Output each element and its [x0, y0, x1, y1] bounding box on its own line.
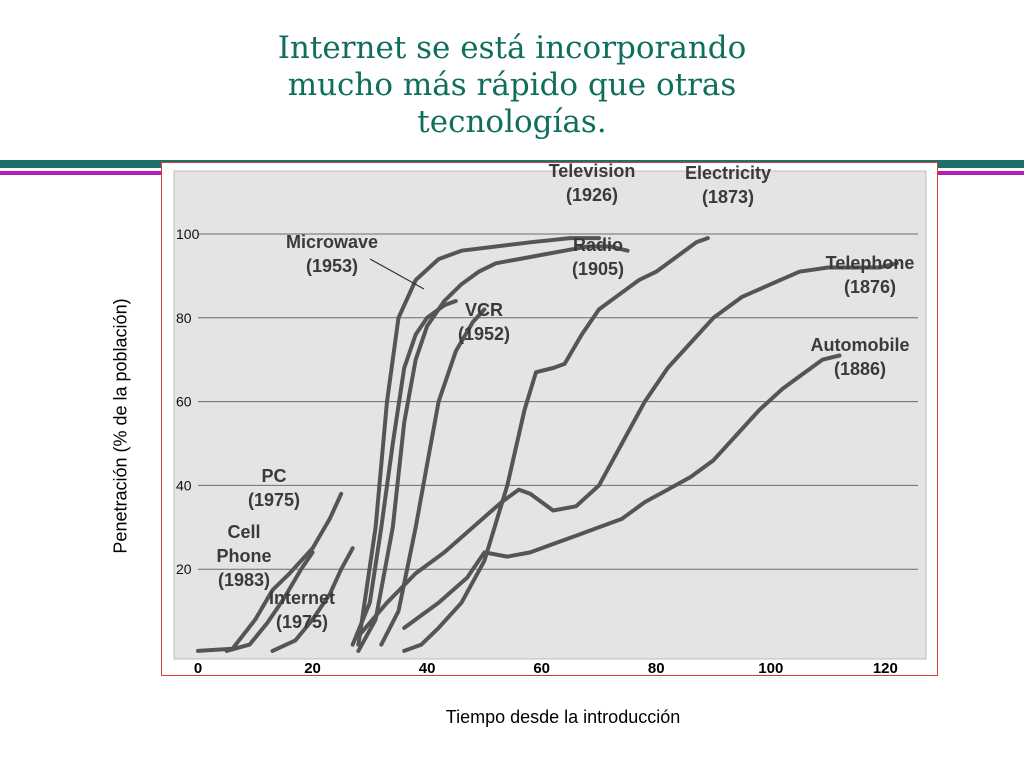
series-label-1-line-2: (1975)	[248, 490, 300, 510]
chart-frame: 20 40 60 80 100 0 20 40 60 80 100 120 PC (1975) Cell Ph…	[161, 162, 938, 677]
microwave-leader-line	[369, 258, 425, 290]
series-line-7	[356, 244, 630, 653]
series-label-5-line-1: VCR	[465, 300, 503, 320]
slide-title-line-3: tecnologías.	[417, 104, 607, 140]
series-label-9-line-1: Telephone	[826, 253, 915, 273]
slide-title-line-1: Internet se está incorporando	[277, 30, 747, 66]
slide-title: Internet se está incorporando mucho más …	[212, 30, 812, 141]
series-label-9-line-2: (1876)	[844, 277, 896, 297]
series-label-2-line-3: (1983)	[218, 570, 270, 590]
series-label-6-line-2: (1926)	[566, 185, 618, 205]
y-tick-label-20: 20	[176, 561, 192, 577]
series-label-7-line-2: (1905)	[572, 259, 624, 279]
series-label-8-line-1: Electricity	[685, 163, 771, 183]
slide-title-line-2: mucho más rápido que otras	[287, 67, 737, 103]
series-label-1-line-1: PC	[261, 466, 286, 486]
x-tick-label-100: 100	[758, 660, 783, 677]
series-label-3-line-2: (1975)	[276, 612, 328, 632]
x-tick-label-80: 80	[648, 660, 665, 677]
series-line-10	[402, 353, 842, 630]
series-label-2-line-1: Cell	[227, 522, 260, 542]
series-label-6-line-1: Television	[549, 163, 636, 181]
x-tick-label-0: 0	[194, 660, 202, 677]
series-label-10-line-1: Automobile	[811, 335, 910, 355]
y-tick-label-40: 40	[176, 477, 192, 493]
adoption-chart: 20 40 60 80 100 0 20 40 60 80 100 120 PC (1975) Cell Ph…	[173, 163, 927, 677]
series-label-7-line-1: Radio	[573, 235, 623, 255]
series-line-2	[224, 550, 315, 653]
series-label-2-line-2: Phone	[216, 546, 271, 566]
y-tick-label-80: 80	[176, 310, 192, 326]
series-line-8	[402, 236, 710, 653]
series-label-4-line-1: Microwave	[286, 232, 378, 252]
series-line-1	[196, 491, 344, 653]
y-tick-label-60: 60	[176, 394, 192, 410]
series-label-5-line-2: (1952)	[458, 324, 510, 344]
x-axis-label: Tiempo desde la introducción	[445, 707, 681, 727]
x-tick-label-120: 120	[873, 660, 898, 677]
y-tick-label-100: 100	[176, 226, 200, 242]
series-label-4-line-2: (1953)	[306, 256, 358, 276]
x-tick-label-60: 60	[533, 660, 550, 677]
x-tick-label-20: 20	[304, 660, 321, 677]
series-line-9	[356, 261, 899, 639]
series-line-3	[270, 546, 355, 653]
y-axis-label: Penetración (% de la población)	[110, 298, 131, 554]
series-label-10-line-2: (1886)	[834, 359, 886, 379]
plot-border	[173, 170, 927, 660]
series-line-6	[356, 236, 601, 647]
series-line-5	[379, 307, 487, 647]
series-label-3-line-1: Internet	[269, 588, 335, 608]
x-tick-label-40: 40	[419, 660, 436, 677]
series-label-8-line-2: (1873)	[702, 187, 754, 207]
